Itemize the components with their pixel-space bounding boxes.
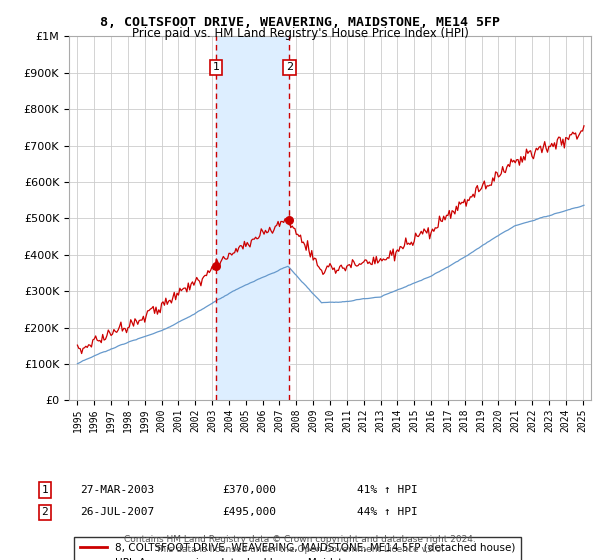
Text: 44% ↑ HPI: 44% ↑ HPI — [356, 507, 418, 517]
Text: Contains HM Land Registry data © Crown copyright and database right 2024.
This d: Contains HM Land Registry data © Crown c… — [124, 535, 476, 554]
Legend: 8, COLTSFOOT DRIVE, WEAVERING, MAIDSTONE, ME14 5FP (detached house), HPI: Averag: 8, COLTSFOOT DRIVE, WEAVERING, MAIDSTONE… — [74, 536, 521, 560]
Bar — [216, 36, 289, 400]
Point — [284, 216, 294, 225]
Text: 8, COLTSFOOT DRIVE, WEAVERING, MAIDSTONE, ME14 5FP: 8, COLTSFOOT DRIVE, WEAVERING, MAIDSTONE… — [100, 16, 500, 29]
Text: 27-MAR-2003: 27-MAR-2003 — [80, 485, 154, 495]
Text: £370,000: £370,000 — [222, 485, 276, 495]
Text: £495,000: £495,000 — [222, 507, 276, 517]
Text: Price paid vs. HM Land Registry's House Price Index (HPI): Price paid vs. HM Land Registry's House … — [131, 27, 469, 40]
Text: 2: 2 — [41, 507, 49, 517]
Text: 2: 2 — [286, 62, 293, 72]
Text: 26-JUL-2007: 26-JUL-2007 — [80, 507, 154, 517]
Text: 41% ↑ HPI: 41% ↑ HPI — [356, 485, 418, 495]
Point — [211, 261, 221, 270]
Text: 1: 1 — [212, 62, 220, 72]
Text: 1: 1 — [41, 485, 49, 495]
